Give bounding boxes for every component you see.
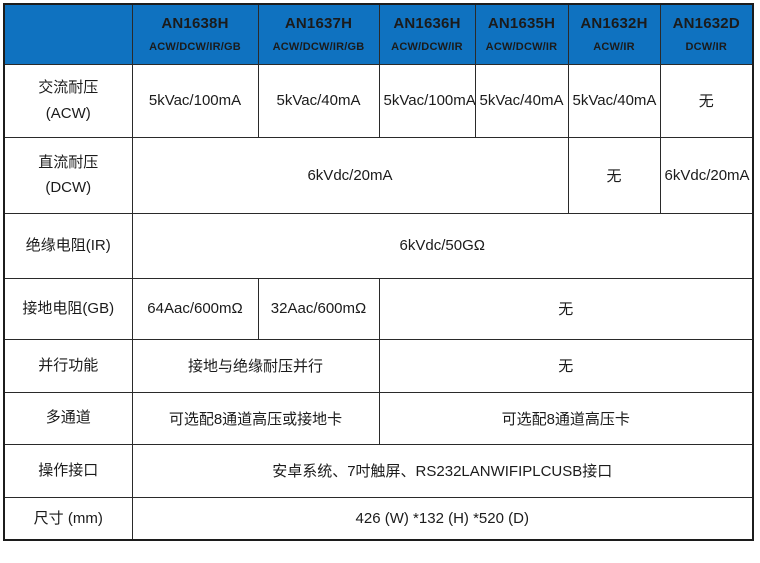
acw-an1637h-cell: 5kVac/40mA <box>257 63 380 138</box>
model-functions: ACW/IR <box>593 41 635 54</box>
model-spec-table: AN1638H ACW/DCW/IR/GB AN1637H ACW/DCW/IR… <box>3 3 754 541</box>
header-row: AN1638H ACW/DCW/IR/GB AN1637H ACW/DCW/IR… <box>3 3 754 65</box>
dcw-an1632h-cell: 无 <box>567 136 661 214</box>
model-name: AN1632H <box>580 15 648 33</box>
dcw-merged-cell: 6kVdc/20mA <box>131 136 569 214</box>
row-parallel: 并行功能 接地与绝缘耐压并行 无 <box>3 338 754 393</box>
acw-an1635h-cell: 5kVac/40mA <box>474 63 569 138</box>
acw-an1632h-cell: 5kVac/40mA <box>567 63 661 138</box>
model-functions: ACW/DCW/IR <box>485 41 558 54</box>
row-dcw: 直流耐压 (DCW) 6kVdc/20mA 无 6kVdc/20mA <box>3 136 754 214</box>
multichannel-right-cell: 可选配8通道高压卡 <box>378 391 754 445</box>
header-cell-an1638h: AN1638H ACW/DCW/IR/GB <box>131 3 259 65</box>
row-acw-label: 交流耐压 (ACW) <box>3 63 133 138</box>
model-name: AN1637H <box>284 15 353 33</box>
gb-an1638h-cell: 64Aac/600mΩ <box>131 277 259 340</box>
header-cell-an1632h: AN1632H ACW/IR <box>567 3 661 65</box>
model-functions: ACW/DCW/IR/GB <box>272 41 365 54</box>
row-label-line1: 交流耐压 <box>38 79 99 96</box>
multichannel-left-cell: 可选配8通道高压或接地卡 <box>131 391 380 445</box>
row-label-line1: 直流耐压 <box>38 153 99 171</box>
dimensions-merged-cell: 426 (W) *132 (H) *520 (D) <box>131 496 754 541</box>
acw-an1638h-cell: 5kVac/100mA <box>131 63 259 138</box>
header-cell-an1636h: AN1636H ACW/DCW/IR <box>378 3 476 65</box>
row-dimensions: 尺寸 (mm) 426 (W) *132 (H) *520 (D) <box>3 496 754 541</box>
row-ir: 绝缘电阻(IR) 6kVdc/50GΩ <box>3 212 754 279</box>
model-functions: ACW/DCW/IR/GB <box>149 41 241 54</box>
row-multichannel: 多通道 可选配8通道高压或接地卡 可选配8通道高压卡 <box>3 391 754 445</box>
ir-merged-cell: 6kVdc/50GΩ <box>131 212 754 279</box>
row-multichannel-label: 多通道 <box>3 391 133 445</box>
model-name: AN1632D <box>672 15 740 33</box>
interface-merged-cell: 安卓系统、7吋触屏、RS232LANWIFIPLCUSB接口 <box>131 443 754 498</box>
row-interface-label: 操作接口 <box>3 443 133 498</box>
dcw-an1632d-cell: 6kVdc/20mA <box>659 136 754 214</box>
model-functions: ACW/DCW/IR <box>391 41 463 54</box>
model-name: AN1635H <box>487 15 556 33</box>
row-parallel-label: 并行功能 <box>3 338 133 393</box>
row-label-line2: (DCW) <box>45 179 92 196</box>
row-gb: 接地电阻(GB) 64Aac/600mΩ 32Aac/600mΩ 无 <box>3 277 754 340</box>
row-interface: 操作接口 安卓系统、7吋触屏、RS232LANWIFIPLCUSB接口 <box>3 443 754 498</box>
row-gb-label: 接地电阻(GB) <box>3 277 133 340</box>
row-acw: 交流耐压 (ACW) 5kVac/100mA 5kVac/40mA 5kVac/… <box>3 63 754 138</box>
parallel-right-cell: 无 <box>378 338 754 393</box>
model-functions: DCW/IR <box>685 41 728 54</box>
row-dcw-label: 直流耐压 (DCW) <box>3 136 133 214</box>
header-cell-an1637h: AN1637H ACW/DCW/IR/GB <box>257 3 380 65</box>
gb-an1637h-cell: 32Aac/600mΩ <box>257 277 380 340</box>
model-name: AN1636H <box>393 15 461 33</box>
parallel-left-cell: 接地与绝缘耐压并行 <box>131 338 380 393</box>
acw-an1636h-cell: 5kVac/100mA <box>378 63 476 138</box>
header-cell-an1632d: AN1632D DCW/IR <box>659 3 754 65</box>
header-corner-cell <box>3 3 133 65</box>
model-name: AN1638H <box>161 15 229 33</box>
row-ir-label: 绝缘电阻(IR) <box>3 212 133 279</box>
gb-merged-cell: 无 <box>378 277 754 340</box>
acw-an1632d-cell: 无 <box>659 63 754 138</box>
header-cell-an1635h: AN1635H ACW/DCW/IR <box>474 3 569 65</box>
row-label-line2: (ACW) <box>45 104 91 122</box>
row-dimensions-label: 尺寸 (mm) <box>3 496 133 541</box>
